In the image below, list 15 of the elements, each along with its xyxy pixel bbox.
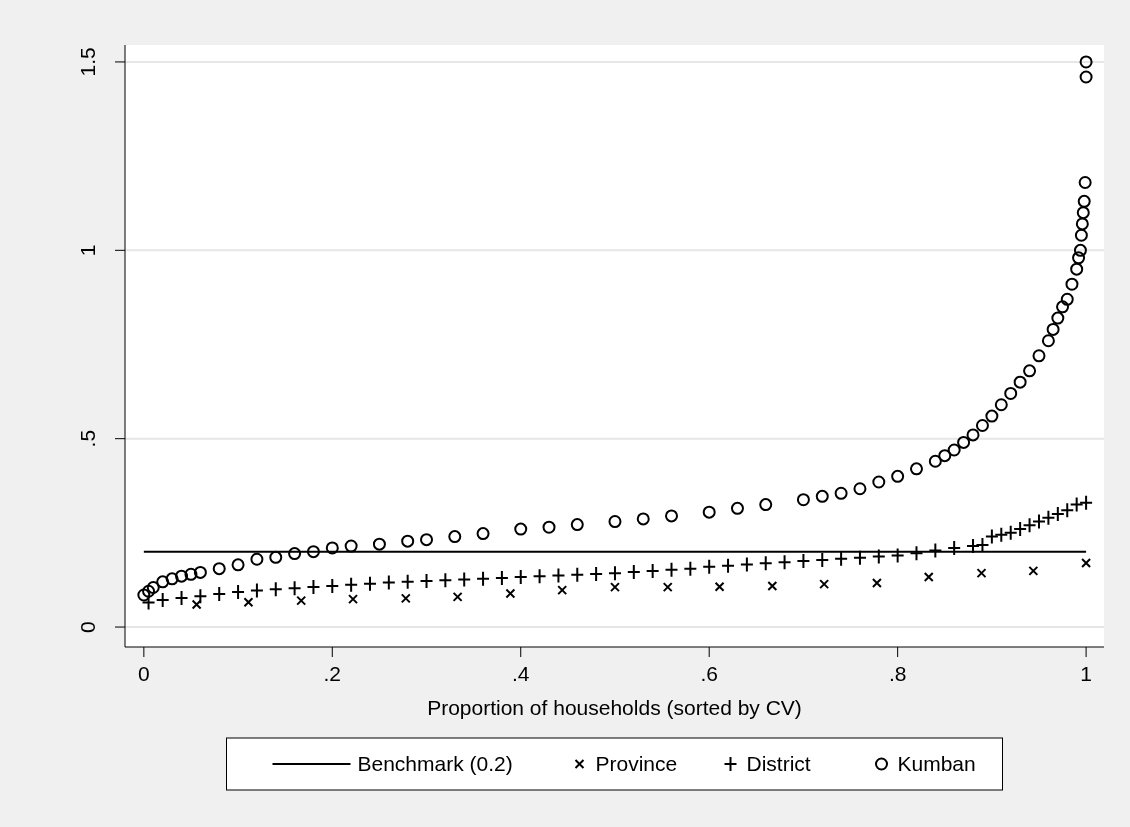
x-tick-label: .8 — [888, 662, 907, 685]
y-tick-label: .5 — [76, 429, 99, 448]
legend-label: Province — [595, 752, 678, 775]
x-tick-label: .4 — [511, 662, 530, 685]
y-tick-label: 1.5 — [76, 47, 99, 77]
x-axis-title: Proportion of households (sorted by CV) — [427, 696, 802, 719]
legend-label: District — [746, 752, 811, 775]
y-tick-label: 0 — [76, 621, 99, 633]
x-tick-label: 1 — [1080, 662, 1092, 685]
x-tick-label: 0 — [138, 662, 150, 685]
legend-label: Benchmark (0.2) — [357, 752, 513, 775]
legend-label: Kumban — [897, 752, 976, 775]
x-tick-label: .2 — [323, 662, 342, 685]
x-tick-label: .6 — [700, 662, 718, 685]
y-tick-label: 1 — [76, 244, 99, 257]
